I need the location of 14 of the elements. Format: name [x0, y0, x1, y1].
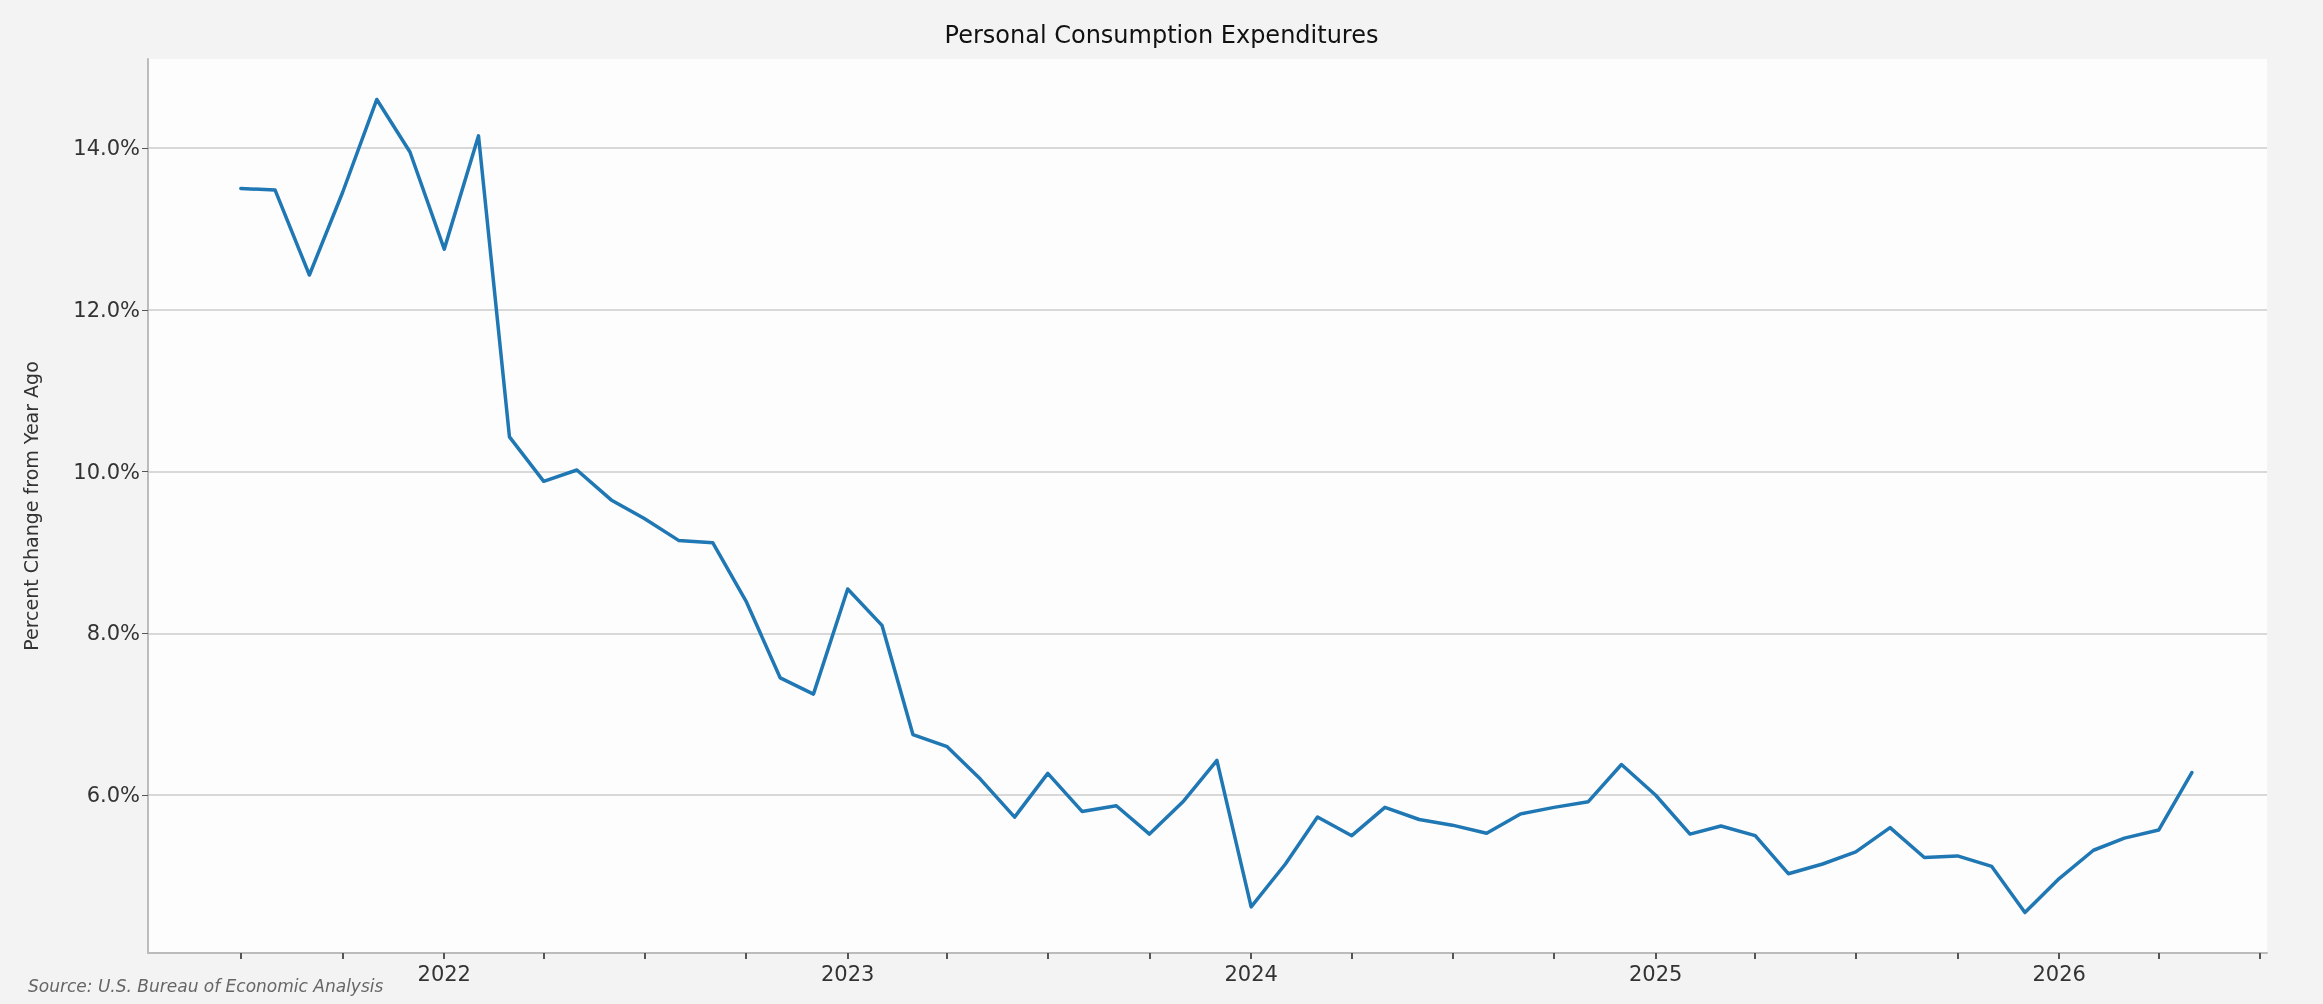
x-tick-label: 2024	[1224, 961, 1278, 986]
x-tick-label: 2025	[1629, 961, 1683, 986]
y-tick-label: 10.0%	[73, 459, 140, 484]
y-tick-label: 6.0%	[86, 783, 140, 808]
y-tick-label: 12.0%	[73, 297, 140, 322]
source-note: Source: U.S. Bureau of Economic Analysis	[28, 975, 384, 996]
x-tick-label: 2022	[417, 961, 471, 986]
x-tick-label: 2023	[820, 961, 875, 986]
x-tick-label: 2026	[2032, 961, 2086, 986]
chart-title: Personal Consumption Expenditures	[944, 21, 1379, 49]
line-series	[239, 97, 2194, 915]
y-tick-label: 14.0%	[73, 136, 140, 160]
y-axis-title: Percent Change from Year Ago	[19, 361, 42, 651]
y-tick-label: 8.0%	[86, 621, 140, 646]
